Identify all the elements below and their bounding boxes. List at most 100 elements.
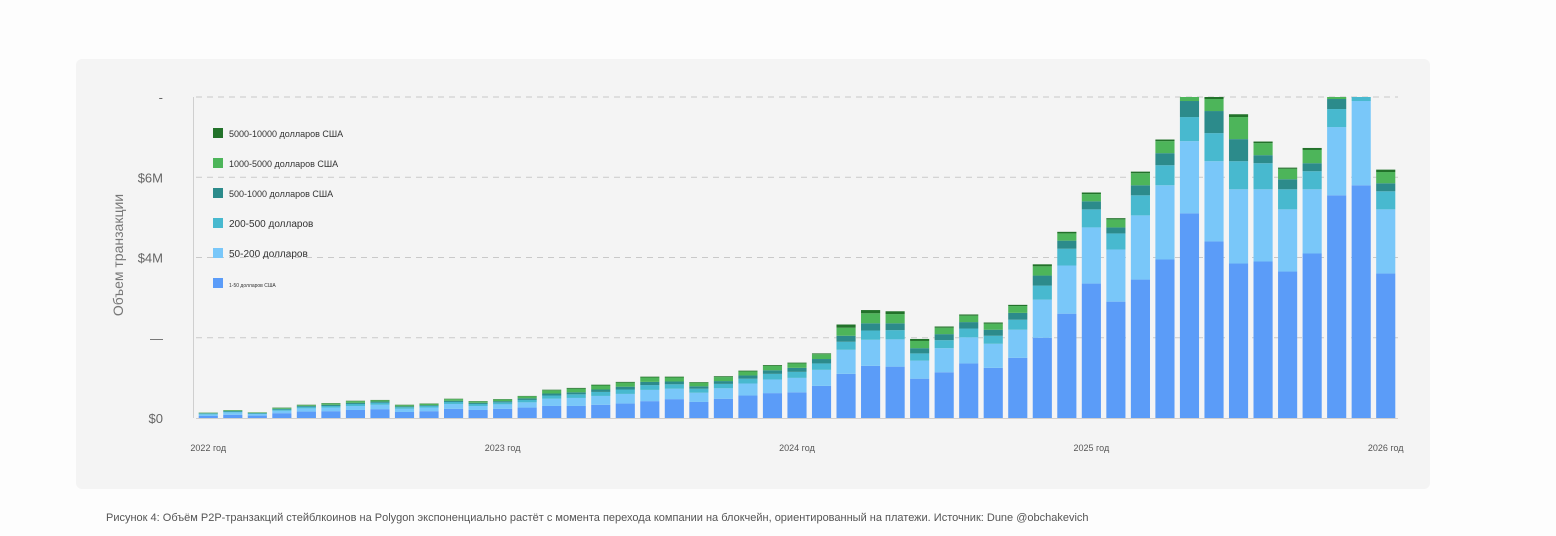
bar-segment xyxy=(1081,201,1101,210)
bar-segment xyxy=(762,379,783,394)
bar-segment xyxy=(811,354,832,360)
bar-segment xyxy=(566,392,586,395)
bar-segment xyxy=(468,402,488,404)
bar-segment xyxy=(272,408,292,410)
bar-segment xyxy=(983,367,1003,418)
y-axis-label: Объем транзакции xyxy=(110,193,126,317)
bar-segment xyxy=(1106,233,1126,250)
bar-segment xyxy=(1155,153,1175,166)
bar-segment xyxy=(444,401,464,404)
bar-segment xyxy=(542,393,562,396)
bar-segment xyxy=(1327,109,1347,128)
bar-segment xyxy=(738,378,758,384)
bar-segment xyxy=(1302,147,1322,150)
bar-segment xyxy=(713,398,733,418)
bar-segment xyxy=(468,409,488,418)
bar-segment xyxy=(713,376,733,378)
bar-segment xyxy=(1204,161,1224,242)
bar-segment xyxy=(223,411,243,413)
bar-segment xyxy=(370,402,390,405)
bar-segment xyxy=(1376,209,1396,274)
bar-segment xyxy=(1278,209,1298,272)
bar-segment xyxy=(1376,273,1396,418)
bar-segment xyxy=(983,323,1003,330)
bar-segment xyxy=(1179,213,1200,418)
y-tick-label: — xyxy=(150,331,163,346)
bar-segment xyxy=(321,403,341,405)
bar-segment xyxy=(787,367,807,372)
bar-segment xyxy=(861,339,881,366)
bar-segment xyxy=(1302,149,1322,164)
bar-segment xyxy=(1376,169,1396,173)
x-tick-label: 2022 год xyxy=(190,443,226,453)
y-tick-label: $0 xyxy=(149,411,163,426)
bar-segment xyxy=(566,397,586,406)
bar-segment xyxy=(1081,194,1101,202)
bar-segment xyxy=(1327,195,1347,418)
bar-segment xyxy=(1179,101,1200,118)
bar-segment xyxy=(738,383,758,396)
bar-segment xyxy=(1302,171,1322,190)
bar-segment xyxy=(345,402,366,404)
bar-segment xyxy=(542,390,562,394)
legend-swatch xyxy=(213,218,223,228)
bar-segment xyxy=(1106,219,1126,228)
bar-segment xyxy=(1155,165,1175,186)
bar-segment xyxy=(591,391,611,396)
bar-segment xyxy=(419,405,439,406)
bar-segment xyxy=(272,413,292,418)
bar-segment xyxy=(836,341,856,350)
bar-segment xyxy=(615,381,635,383)
legend-layer: 5000-10000 долларов США 1000-5000 долларо… xyxy=(213,128,343,289)
bar-segment xyxy=(394,405,415,407)
bar-segment xyxy=(959,328,979,338)
bar-segment xyxy=(1278,189,1298,210)
bar-segment xyxy=(198,415,218,418)
bar-segment xyxy=(444,399,464,401)
bar-segment xyxy=(1130,173,1150,186)
bar-segment xyxy=(787,363,807,368)
bar-segment xyxy=(517,396,537,399)
bar-segment xyxy=(664,388,684,400)
bar-segment xyxy=(910,348,930,354)
bar-segment xyxy=(1008,357,1028,418)
bar-segment xyxy=(591,404,611,418)
bar-segment xyxy=(664,376,684,378)
bar-segment xyxy=(321,407,341,412)
bar-segment xyxy=(1228,114,1249,118)
bar-segment xyxy=(787,377,807,393)
bar-segment xyxy=(615,386,635,390)
bar-segment xyxy=(811,359,832,364)
bar-segment xyxy=(370,404,390,410)
bar-segment xyxy=(1278,167,1298,169)
bar-segment xyxy=(1228,189,1249,264)
bar-segment xyxy=(419,407,439,412)
bar-segment xyxy=(345,409,366,418)
bar-segment xyxy=(713,388,733,399)
bar-segment xyxy=(1351,101,1371,186)
bar-segment xyxy=(468,403,488,406)
bar-segment xyxy=(885,330,905,340)
bar-segment xyxy=(1155,141,1175,154)
bar-segment xyxy=(1032,285,1052,300)
bar-segment xyxy=(1008,306,1028,313)
bar-segment xyxy=(836,335,856,342)
bar-segment xyxy=(566,388,586,393)
bar-segment xyxy=(272,409,292,411)
bar-segment xyxy=(910,360,930,379)
bar-segment xyxy=(1057,233,1077,241)
bar-segment xyxy=(836,349,856,374)
bar-segment xyxy=(493,401,513,403)
bar-segment xyxy=(738,395,758,418)
bar-segment xyxy=(664,377,684,382)
bar-segment xyxy=(1032,299,1052,338)
bar-segment xyxy=(640,385,660,390)
bar-segment xyxy=(493,399,513,402)
bar-segment xyxy=(615,382,635,387)
bar-segment xyxy=(566,394,586,398)
bar-segment xyxy=(885,311,905,315)
bar-segment xyxy=(345,401,366,403)
bar-segment xyxy=(345,405,366,410)
bar-segment xyxy=(861,323,881,331)
bar-segment xyxy=(640,376,660,378)
